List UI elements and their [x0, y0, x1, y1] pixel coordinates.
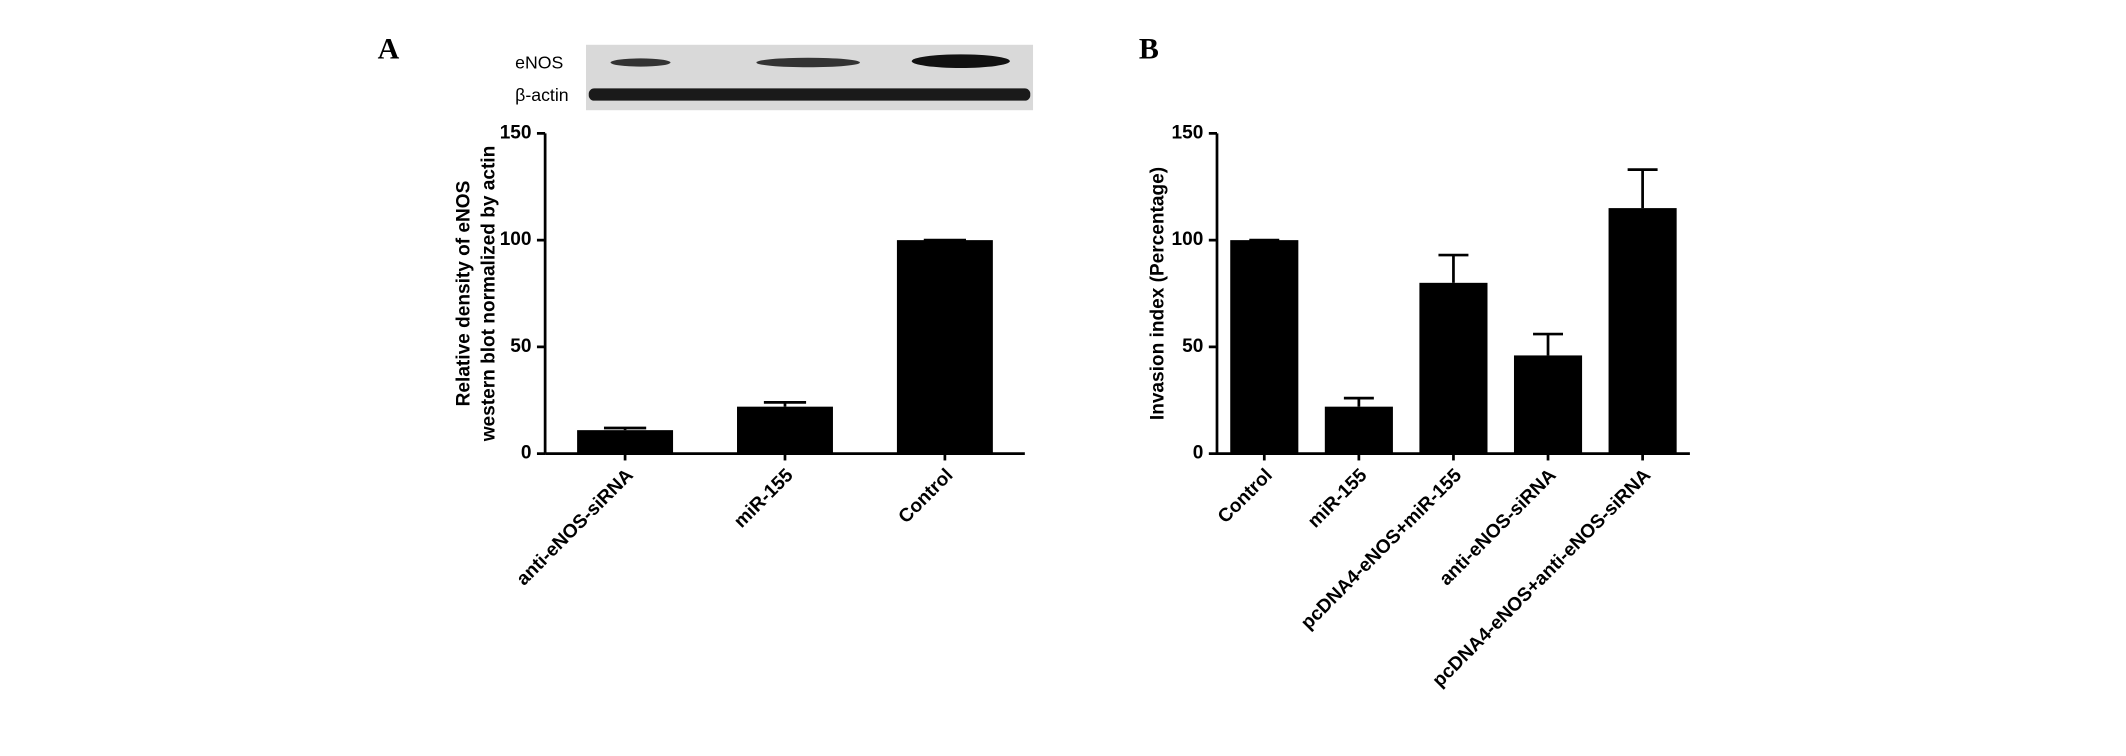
bar [737, 406, 833, 454]
blot-label: β-actin [515, 85, 568, 105]
bar [1324, 406, 1393, 454]
bar [1608, 208, 1677, 454]
bar [896, 240, 993, 454]
y-tick-label: 150 [1172, 122, 1204, 143]
bar [1230, 240, 1299, 454]
x-tick-label: miR-155 [1304, 465, 1372, 533]
blot-label: eNOS [515, 53, 563, 73]
y-tick-label: 0 [521, 443, 532, 464]
x-tick-label: miR-155 [730, 465, 798, 533]
panel-label: A [378, 32, 400, 65]
y-tick-label: 100 [1172, 229, 1204, 250]
x-tick-label: Control [1214, 465, 1277, 528]
x-tick-label: pcDNA4-eNOS+miR-155 [1297, 465, 1466, 634]
blot-bands [588, 54, 1031, 101]
y-axis-label: Invasion index (Percentage) [1147, 167, 1168, 420]
bar [1419, 282, 1488, 454]
x-tick-label: pcDNA4-eNOS+anti-eNOS-siRNA [1429, 465, 1656, 692]
y-tick-label: 0 [1193, 443, 1204, 464]
panel-label: B [1139, 32, 1159, 65]
y-axis-label: Relative density of eNOS [454, 181, 475, 407]
y-tick-label: 150 [500, 122, 532, 143]
bar [1513, 355, 1583, 454]
x-tick-label: Control [895, 465, 958, 528]
x-tick-label: anti-eNOS-siRNA [513, 465, 638, 590]
y-tick-label: 50 [1182, 336, 1203, 357]
bar [577, 430, 674, 454]
y-tick-label: 50 [510, 336, 531, 357]
y-tick-label: 100 [500, 229, 532, 250]
y-axis-label: western blot normalized by actin [478, 146, 499, 443]
